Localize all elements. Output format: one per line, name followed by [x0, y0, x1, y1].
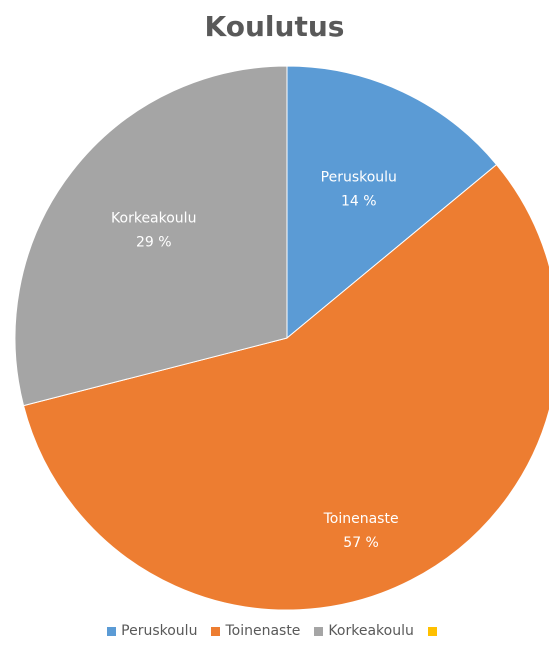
pie-slice-peruskoulu — [286, 65, 498, 340]
pie-slice-korkeakoulu — [14, 65, 288, 407]
legend-label: Toinenaste — [225, 623, 301, 639]
legend-item — [427, 626, 442, 636]
chart-legend: Peruskoulu Toinenaste Korkeakoulu — [0, 623, 549, 639]
pie-chart: Peruskoulu 14 % Toinenaste 57 % Korkeakoulu 2… — [14, 65, 549, 611]
data-label-value: 29 % — [136, 234, 172, 250]
legend-item: Korkeakoulu — [314, 623, 414, 639]
legend-swatch — [314, 626, 324, 636]
data-label-category: Korkeakoulu — [111, 210, 196, 226]
legend-swatch — [107, 626, 117, 636]
data-label-category: Peruskoulu — [321, 169, 397, 185]
data-label-value: 14 % — [341, 193, 377, 209]
pie-slice-toinenaste — [22, 163, 549, 611]
data-label-category: Toinenaste — [323, 511, 399, 527]
legend-swatch — [427, 626, 437, 636]
legend-swatch — [211, 626, 221, 636]
data-label-value: 57 % — [343, 535, 379, 551]
chart-title: Koulutus — [204, 10, 345, 43]
legend-label: Korkeakoulu — [328, 623, 414, 639]
legend-item: Peruskoulu — [107, 623, 197, 639]
legend-label: Peruskoulu — [121, 623, 198, 639]
legend-item: Toinenaste — [211, 623, 300, 639]
